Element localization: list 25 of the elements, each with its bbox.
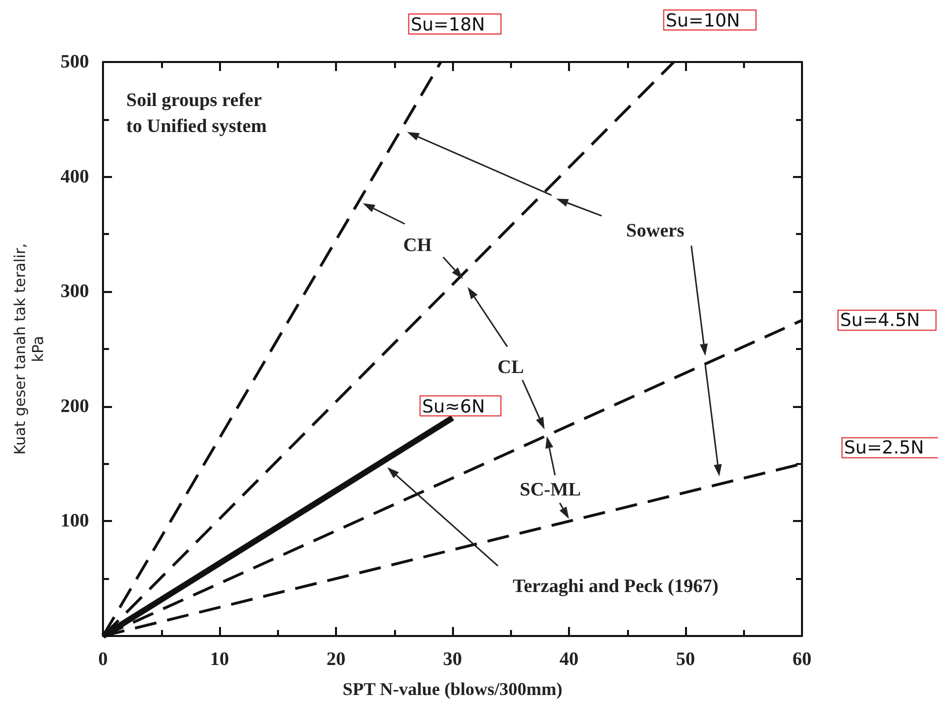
series-label: Su=10N	[666, 10, 740, 32]
y-tick-label: 200	[60, 396, 89, 417]
x-axis-title: SPT N-value (blows/300mm)	[342, 679, 562, 699]
text: Su=18N	[410, 14, 485, 36]
annotation: CH	[403, 235, 432, 256]
x-tick-label: 50	[676, 649, 695, 670]
x-tick-label: 60	[792, 649, 812, 670]
y-tick-label: 400	[60, 166, 89, 188]
y-axis-title: Kuat geser tanah tak teralir, kPa	[11, 243, 47, 455]
x-tick-label: 30	[443, 649, 462, 670]
annotation: CL	[498, 356, 524, 378]
x-tick-label: 40	[560, 649, 578, 670]
x-tick-label: 0	[98, 649, 108, 670]
annotation: Sowers	[626, 220, 684, 242]
annotation: Soil groups refer to Unified system	[126, 90, 267, 138]
y-tick-label: 300	[60, 281, 89, 302]
y-tick-label: 100	[60, 510, 89, 532]
y-tick-label: 500	[60, 52, 89, 72]
text: Su=4.5N	[840, 310, 920, 331]
text: Su=2.5N	[844, 437, 924, 458]
x-tick-label: 20	[326, 649, 346, 670]
x-tick-label: 10	[210, 649, 229, 670]
annotation: SC-ML	[520, 480, 581, 501]
series-label: Su≈6N	[422, 396, 485, 418]
annotation: Terzaghi and Peck (1967)	[512, 576, 718, 598]
